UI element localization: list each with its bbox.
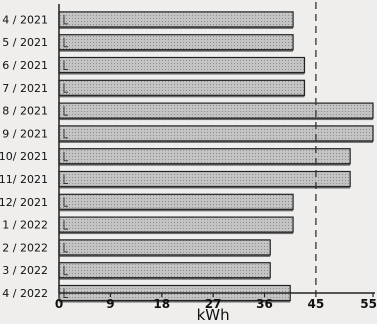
x-tick-label: 18 (153, 297, 170, 311)
x-tick-label: 55 (360, 297, 377, 311)
bar-marker (63, 242, 68, 253)
category-label: 1 / 2022 (2, 219, 48, 232)
bar (58, 56, 306, 74)
category-label: 8 / 2021 (2, 105, 48, 118)
x-tick-label: 9 (106, 297, 114, 311)
bar (58, 79, 306, 96)
bar (58, 34, 294, 51)
x-axis-title: kWh (197, 306, 230, 324)
bar-marker (63, 265, 68, 276)
category-labels: 4 / 2021 5 / 2021 6 / 2021 7 / 2021 8 / 2021… (0, 13, 48, 300)
bar (58, 216, 294, 233)
x-tick-label: 45 (308, 297, 325, 311)
bar (58, 262, 271, 279)
bar-marker (63, 106, 68, 116)
category-label: 10/ 2021 (0, 150, 48, 163)
bar-marker (63, 197, 68, 207)
bar-marker (63, 288, 68, 298)
x-tick-label: 0 (55, 297, 63, 311)
category-label: 4 / 2022 (2, 287, 48, 300)
bar-marker (63, 174, 68, 184)
x-tick-label: 27 (205, 297, 222, 311)
bar-marker (63, 128, 68, 139)
x-tick-label: 36 (256, 297, 273, 311)
bar (58, 148, 351, 165)
bar (58, 125, 374, 142)
bars (58, 11, 374, 303)
bar-marker (63, 60, 68, 70)
bar-marker (63, 220, 68, 230)
category-label: 9 / 2021 (2, 127, 48, 140)
bar (58, 102, 374, 119)
category-label: 7 / 2021 (2, 82, 48, 95)
category-label: 6 / 2021 (2, 59, 48, 72)
category-label: 12/ 2021 (0, 196, 48, 209)
category-label: 2 / 2022 (2, 241, 48, 254)
bar (58, 239, 271, 256)
category-label: 11/ 2021 (0, 173, 48, 186)
bar-marker (63, 14, 68, 25)
bar-marker (63, 151, 68, 162)
bar (58, 170, 351, 188)
bar-marker (63, 37, 68, 48)
category-label: 4 / 2021 (2, 13, 48, 26)
x-ticks: 0 9 18 27 36 45 55 (55, 293, 377, 311)
category-label: 5 / 2021 (2, 36, 48, 49)
bar-marker (63, 83, 68, 93)
bar (58, 11, 294, 28)
category-label: 3 / 2022 (2, 264, 48, 277)
bar (58, 193, 294, 210)
